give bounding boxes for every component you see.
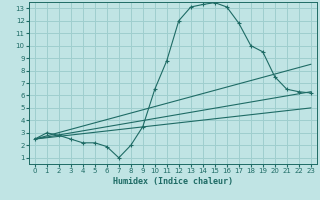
- X-axis label: Humidex (Indice chaleur): Humidex (Indice chaleur): [113, 177, 233, 186]
